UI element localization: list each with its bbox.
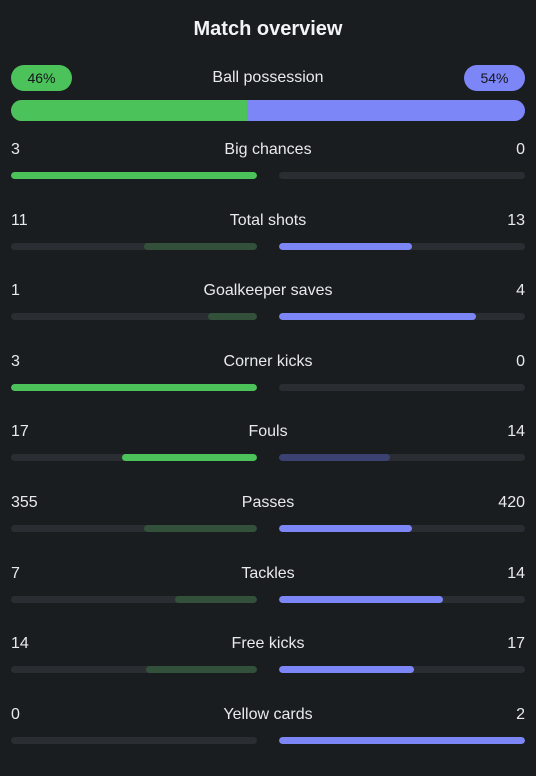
away-stat-fill xyxy=(279,666,414,674)
home-stat-track xyxy=(11,666,257,674)
away-stat-track xyxy=(279,383,525,391)
away-stat-track xyxy=(279,172,525,179)
away-stat-value: 17 xyxy=(507,635,525,653)
stats-list: 3 Big chances 0 11 Total shots 13 1 Goal… xyxy=(11,139,525,774)
page-title: Match overview xyxy=(193,18,343,40)
home-stat-track xyxy=(11,242,257,250)
home-stat-value: 355 xyxy=(11,493,38,511)
home-stat-fill xyxy=(175,595,257,603)
home-stat-value: 17 xyxy=(11,423,29,441)
home-stat-value: 7 xyxy=(11,564,20,582)
home-stat-track xyxy=(11,736,257,744)
away-stat-value: 13 xyxy=(507,211,525,229)
home-stat-fill xyxy=(144,242,257,250)
stat-label: Big chances xyxy=(224,141,312,158)
home-stat-value: 14 xyxy=(11,635,29,653)
home-stat-track xyxy=(11,313,257,321)
stat-row: 7 Tackles 14 xyxy=(11,563,525,634)
stat-row: 3 Big chances 0 xyxy=(11,139,525,210)
possession-bar xyxy=(11,100,525,121)
away-stat-track xyxy=(279,736,525,744)
away-possession-badge: 54% xyxy=(464,65,525,91)
stat-label: Passes xyxy=(241,493,295,511)
away-stat-track xyxy=(279,595,525,603)
home-stat-value: 3 xyxy=(11,352,20,370)
away-stat-value: 14 xyxy=(507,564,525,582)
away-stat-fill xyxy=(279,736,525,744)
away-stat-track xyxy=(279,242,525,250)
stat-label: Yellow cards xyxy=(223,705,313,723)
away-stat-fill xyxy=(279,313,476,321)
away-stat-value: 420 xyxy=(498,493,525,511)
stat-row: 14 Free kicks 17 xyxy=(11,633,525,704)
stat-label: Corner kicks xyxy=(223,352,313,370)
home-stat-fill xyxy=(144,524,257,532)
stat-row: 0 Yellow cards 2 xyxy=(11,704,525,775)
possession-label: Ball possession xyxy=(212,69,324,86)
home-possession-segment xyxy=(11,100,248,121)
away-stat-track xyxy=(279,313,525,321)
home-stat-value: 0 xyxy=(11,705,20,723)
home-stat-fill xyxy=(207,313,257,321)
away-stat-fill xyxy=(279,524,413,532)
away-stat-fill xyxy=(279,595,443,603)
stat-label: Goalkeeper saves xyxy=(203,282,333,300)
home-stat-track xyxy=(11,454,257,462)
stat-row: 1 Goalkeeper saves 4 xyxy=(11,280,525,351)
away-stat-fill xyxy=(279,242,413,250)
away-stat-track xyxy=(279,666,525,674)
stat-label: Total shots xyxy=(229,211,307,229)
away-stat-track xyxy=(279,454,525,462)
stat-row: 355 Passes 420 xyxy=(11,492,525,563)
home-stat-fill xyxy=(11,172,257,179)
away-stat-value: 2 xyxy=(516,705,525,723)
home-stat-fill xyxy=(122,454,257,462)
stat-label: Tackles xyxy=(241,564,295,582)
home-stat-value: 3 xyxy=(11,141,20,158)
stat-row: 3 Corner kicks 0 xyxy=(11,351,525,422)
home-stat-track xyxy=(11,524,257,532)
stat-row: 11 Total shots 13 xyxy=(11,210,525,281)
away-stat-value: 0 xyxy=(516,352,525,370)
home-stat-track xyxy=(11,383,257,391)
home-stat-track xyxy=(11,172,257,179)
away-possession-segment xyxy=(247,100,525,121)
home-stat-value: 11 xyxy=(11,211,28,229)
home-stat-value: 1 xyxy=(11,282,20,300)
stat-row: 17 Fouls 14 xyxy=(11,421,525,492)
away-stat-value: 14 xyxy=(507,423,525,441)
stat-label: Fouls xyxy=(248,423,288,441)
home-possession-badge: 46% xyxy=(11,65,72,91)
away-stat-value: 0 xyxy=(516,141,525,158)
home-stat-fill xyxy=(11,383,257,391)
home-stat-fill xyxy=(145,666,257,674)
ball-possession-row: 46% Ball possession 54% xyxy=(11,65,525,125)
stat-label: Free kicks xyxy=(231,635,305,653)
home-stat-track xyxy=(11,595,257,603)
away-stat-fill xyxy=(279,454,391,462)
away-stat-track xyxy=(279,524,525,532)
away-stat-value: 4 xyxy=(516,282,525,300)
